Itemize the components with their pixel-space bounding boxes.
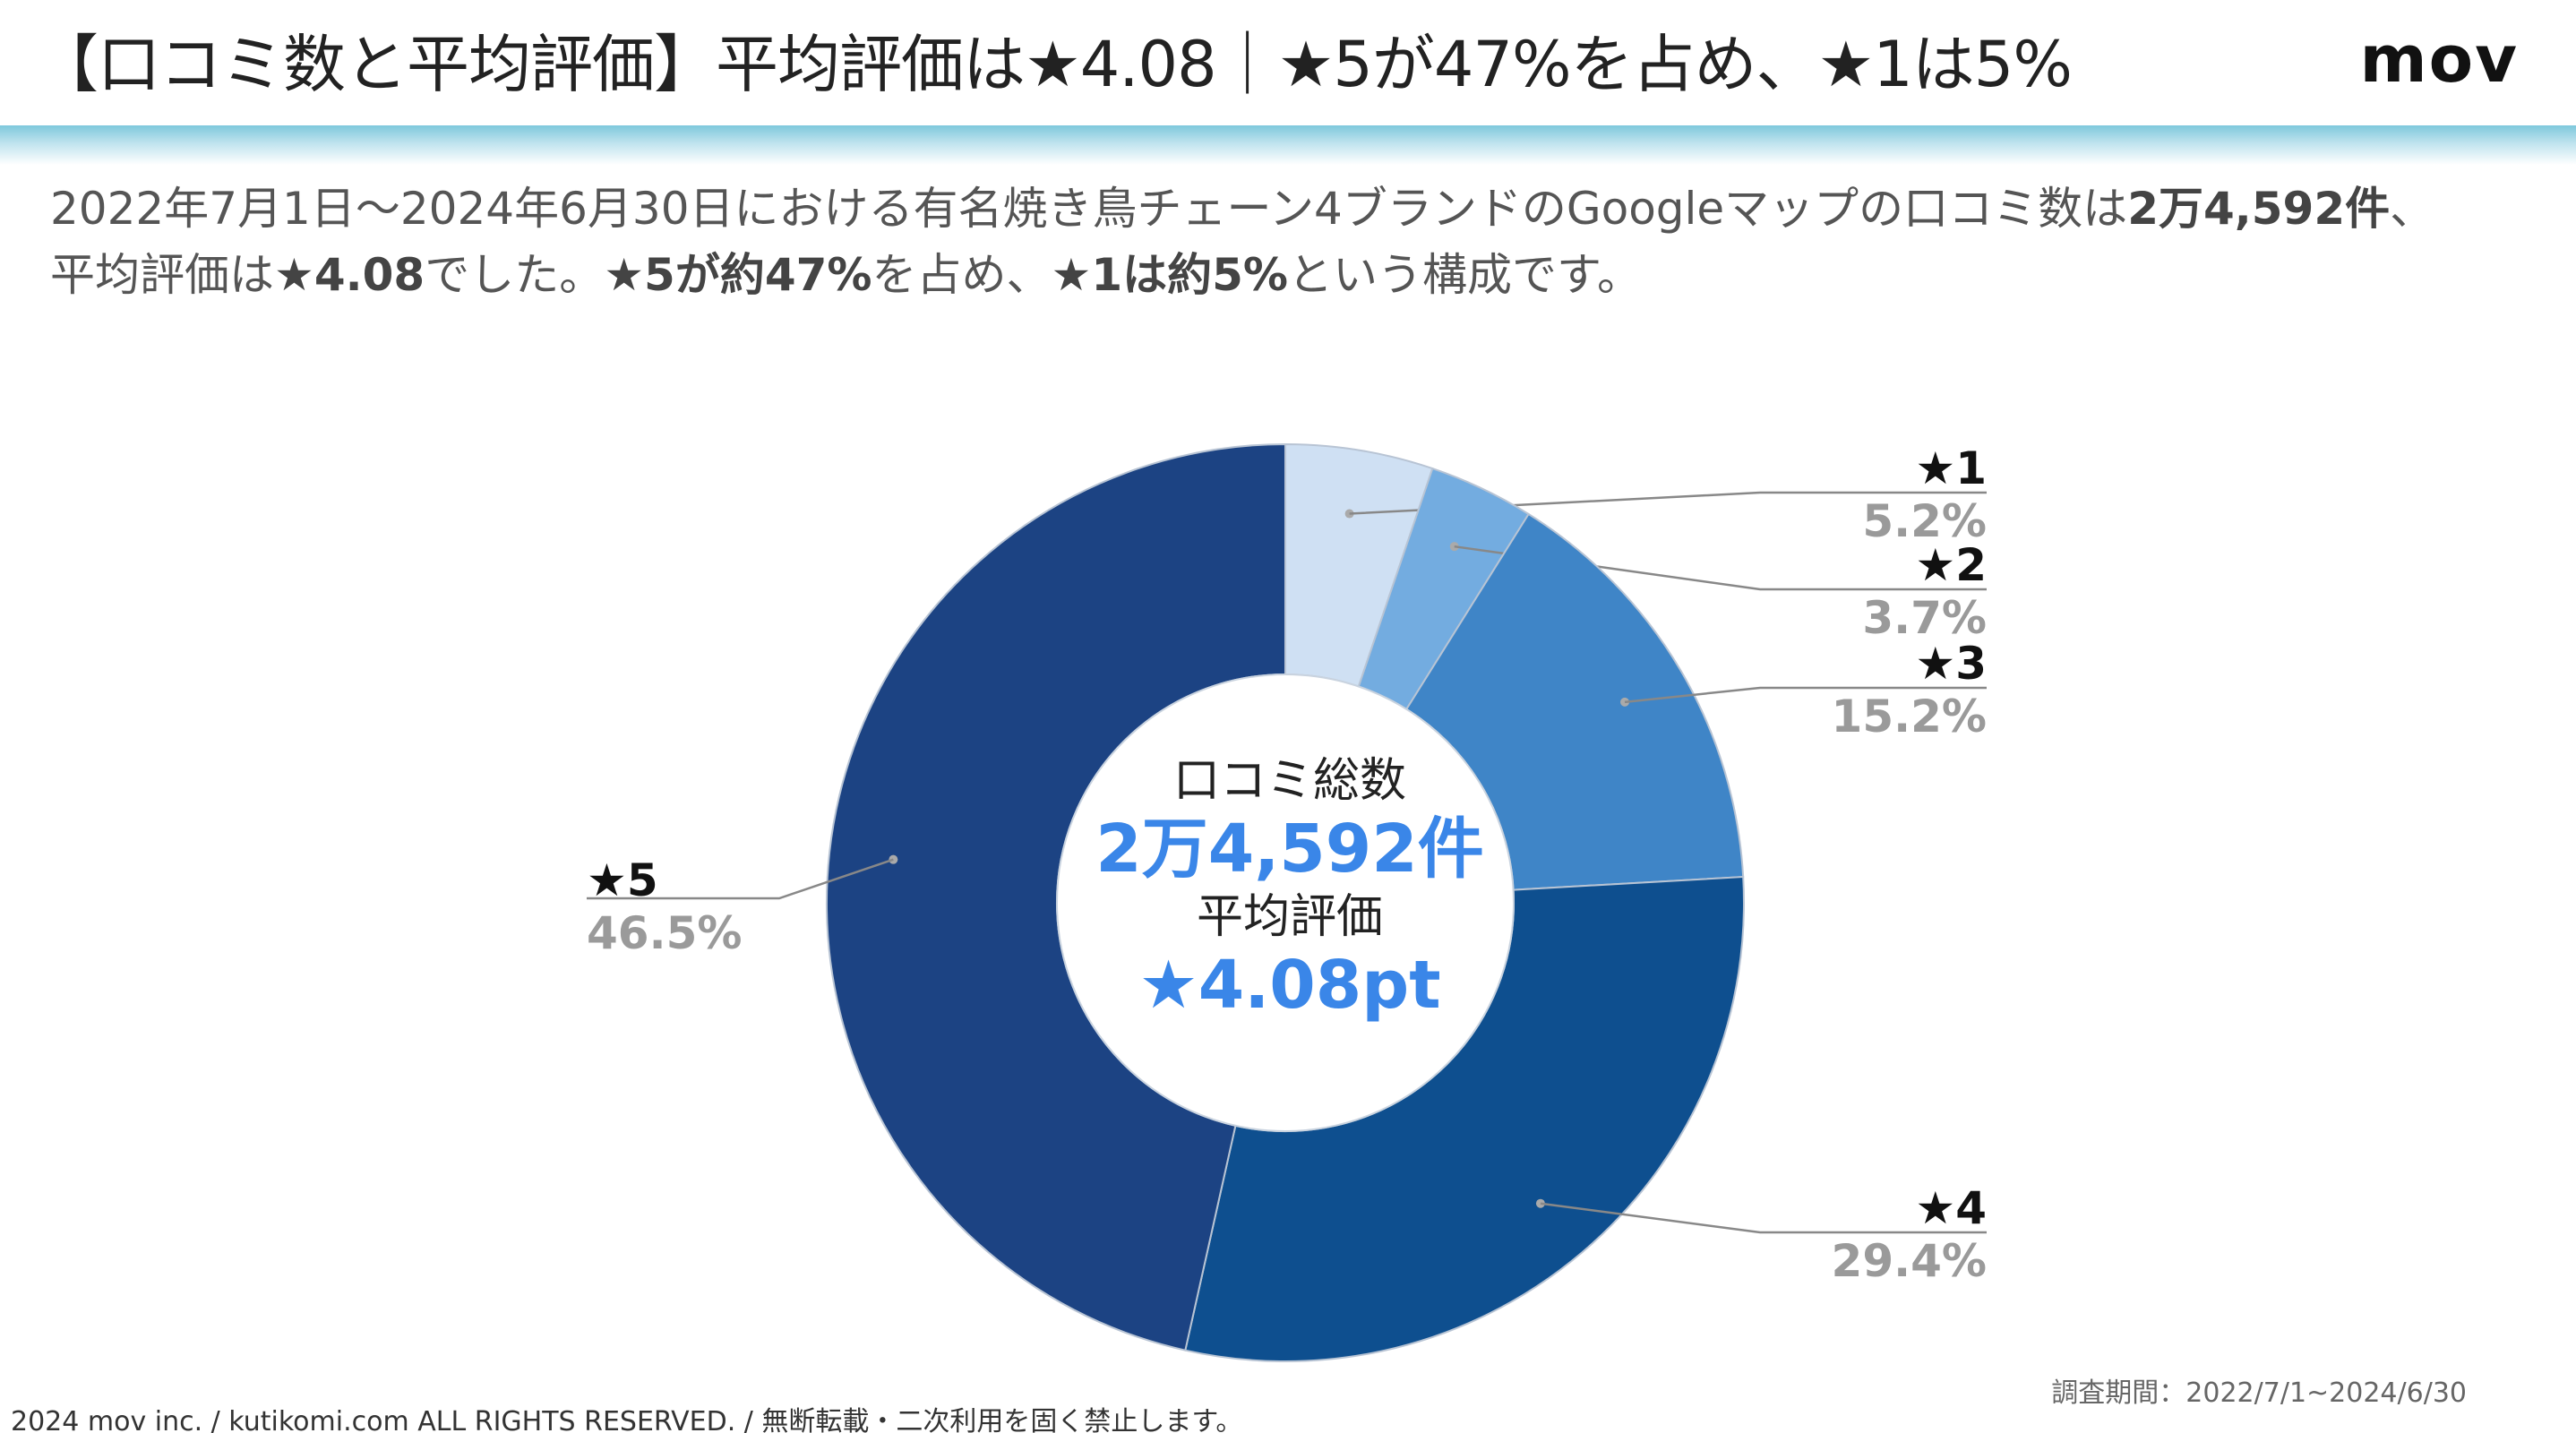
summary-text-segment: でした。 [425, 249, 605, 301]
summary-highlight-average: ★4.08 [274, 249, 425, 301]
donut-hole [1056, 674, 1515, 1132]
average-rating-value: ★4.08pt [1138, 947, 1441, 1024]
value-label-1-star: 5.2% [1862, 495, 1987, 547]
summary-text-segment: を占め、 [872, 249, 1052, 301]
summary-highlight-five-star: ★5が約47% [604, 249, 872, 301]
survey-period: 調査期間：2022/7/1~2024/6/30 [2051, 1377, 2467, 1409]
category-label-5-star: ★5 [587, 854, 658, 906]
summary-text-segment: という構成です。 [1288, 249, 1643, 301]
summary-text-segment: 平均評価は [50, 249, 274, 301]
leader-line-5-star [587, 858, 894, 900]
total-reviews-value: 2万4,592件 [1095, 811, 1484, 888]
summary-highlight-one-star: ★1は約5% [1051, 249, 1289, 301]
category-label-2-star: ★2 [1915, 539, 1987, 591]
value-label-4-star: 29.4% [1832, 1235, 1987, 1287]
summary-highlight-total: 2万4,592件 [2127, 183, 2391, 235]
summary-text-segment: 、 [2390, 183, 2435, 235]
header-divider-bar [0, 125, 2576, 165]
donut-center-summary: 口コミ総数 2万4,592件 平均評価 ★4.08pt [1057, 752, 1523, 1048]
summary-text: 2022年7月1日〜2024年6月30日における有名焼き鳥チェーン4ブランドのG… [50, 176, 2540, 308]
leader-line-4-star [1540, 1202, 1987, 1234]
total-reviews-label: 口コミ総数 [1172, 754, 1406, 808]
summary-text-segment: 2022年7月1日〜2024年6月30日における有名焼き鳥チェーン4ブランドのG… [50, 183, 2128, 235]
copyright-notice: 2024 mov inc. / kutikomi.com ALL RIGHTS … [11, 1406, 1243, 1433]
leader-line-3-star [1624, 686, 1987, 704]
value-label-2-star: 3.7% [1862, 592, 1987, 644]
category-label-1-star: ★1 [1915, 442, 1987, 494]
category-label-3-star: ★3 [1915, 638, 1987, 690]
category-label-4-star: ★4 [1915, 1182, 1987, 1234]
value-label-3-star: 15.2% [1832, 691, 1987, 742]
mov-logo: mov [2359, 21, 2519, 97]
page-title: 【口コミ数と平均評価】平均評価は★4.08｜★5が47%を占め、★1は5% [36, 28, 2073, 101]
average-rating-label: 平均評価 [1196, 890, 1383, 944]
value-label-5-star: 46.5% [587, 907, 742, 959]
